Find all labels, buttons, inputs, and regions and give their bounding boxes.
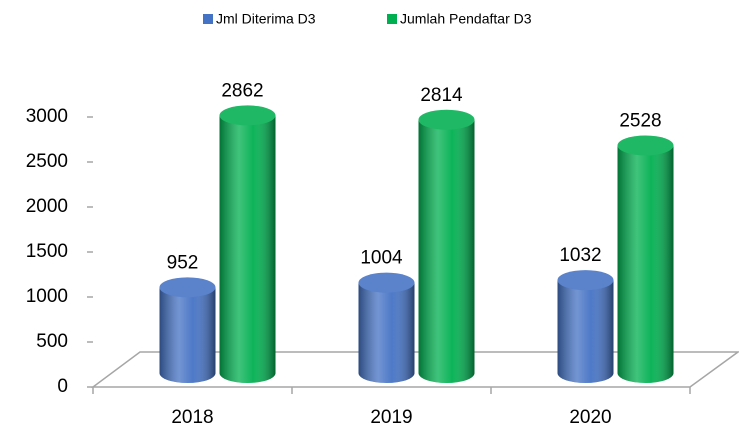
data-label: 952 <box>167 252 199 273</box>
x-tick-label: 2020 <box>569 407 611 428</box>
y-tick-label: 0 <box>57 376 68 397</box>
data-label: 2862 <box>221 80 263 101</box>
x-tick-label: 2018 <box>171 407 213 428</box>
cylinder <box>418 109 475 384</box>
y-tick-label: 3000 <box>26 106 68 127</box>
cylinder-top-shade <box>617 135 674 156</box>
cylinder-top <box>358 272 415 293</box>
y-tick-label: 2500 <box>26 151 68 172</box>
cylinder-shade <box>219 115 276 384</box>
y-tick-label: 500 <box>36 331 68 352</box>
cylinder-top <box>617 135 674 156</box>
legend-swatch <box>387 14 397 24</box>
cylinder <box>358 272 415 383</box>
legend-label: Jumlah Pendaftar D3 <box>400 11 532 27</box>
cylinder <box>159 277 216 383</box>
y-tick-label: 1500 <box>26 241 68 262</box>
cylinder-top <box>418 109 475 130</box>
cylinder-shade <box>617 145 674 383</box>
cylinder-top-shade <box>219 105 276 126</box>
cylinder <box>219 105 276 384</box>
cylinder-top <box>159 277 216 298</box>
cylinder-shade <box>418 119 475 384</box>
data-label: 2814 <box>420 85 463 106</box>
data-label: 2528 <box>619 110 661 131</box>
cylinder-shade <box>159 287 216 383</box>
cylinder-shade <box>358 282 415 383</box>
cylinder-top-shade <box>418 109 475 130</box>
y-tick-label: 1000 <box>26 286 68 307</box>
x-tick-label: 2019 <box>370 407 412 428</box>
cylinder-top <box>557 270 614 291</box>
cylinder <box>617 135 674 383</box>
data-label: 1004 <box>360 248 403 269</box>
y-tick-label: 2000 <box>26 196 68 217</box>
legend-swatch <box>203 14 213 24</box>
cylinder-shade <box>557 280 614 383</box>
cylinder-top-shade <box>159 277 216 298</box>
cylinder-top <box>219 105 276 126</box>
cylinder-top-shade <box>557 270 614 291</box>
legend-label: Jml Diterima D3 <box>216 11 316 27</box>
data-label: 1032 <box>559 245 601 266</box>
cylinder-top-shade <box>358 272 415 293</box>
cylinder <box>557 270 614 383</box>
